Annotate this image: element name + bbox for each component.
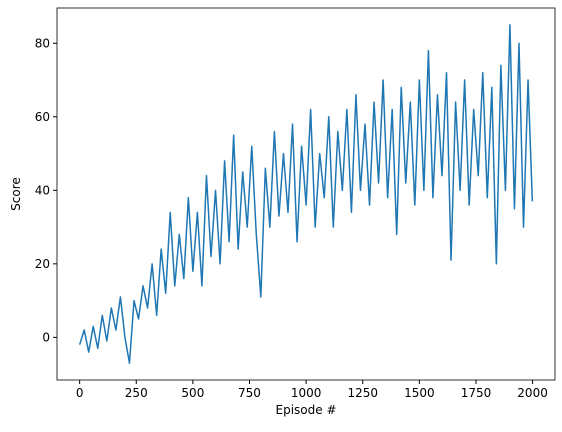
x-tick-label: 750 [238,386,261,400]
y-tick-label: 60 [35,110,50,124]
x-tick-label: 2000 [517,386,548,400]
x-tick-label: 1250 [347,386,378,400]
x-tick-label: 250 [125,386,148,400]
data-line [78,24,534,364]
x-tick-label: 500 [181,386,204,400]
x-tick-label: 0 [76,386,84,400]
y-tick-label: 40 [35,183,50,197]
x-tick-label: 1750 [461,386,492,400]
y-axis-label: Score [9,177,23,211]
x-tick-label: 1000 [291,386,322,400]
x-tick-label: 1500 [404,386,435,400]
y-tick-label: 0 [42,330,50,344]
plot-frame [56,7,556,381]
x-axis-label: Episode # [276,403,337,417]
y-tick-label: 80 [35,36,50,50]
y-tick-label: 20 [35,257,50,271]
